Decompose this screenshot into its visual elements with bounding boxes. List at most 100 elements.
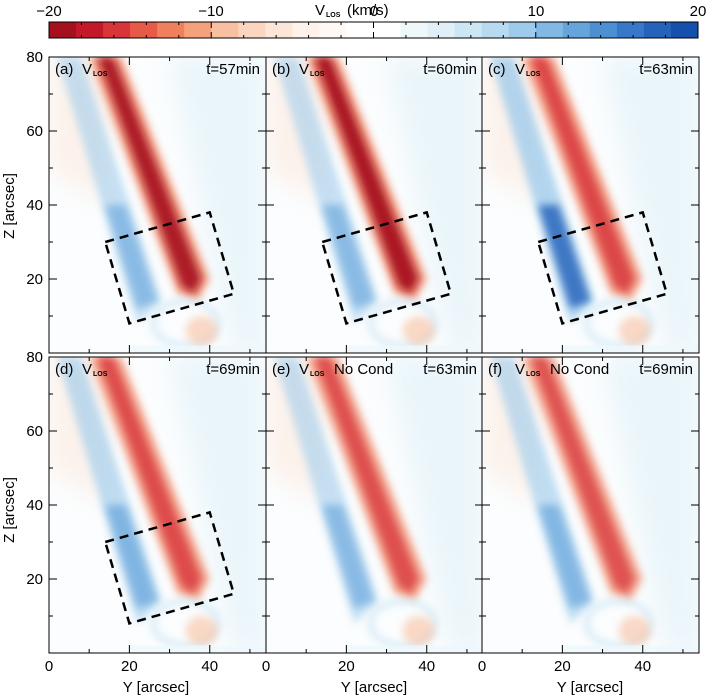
base-strip [346, 345, 483, 353]
blue-flow-core [322, 205, 375, 309]
y-tick-label: 40 [26, 197, 43, 214]
colorbar-bins [49, 22, 699, 38]
base-strip [562, 645, 699, 653]
colorbar-tick-label: −10 [198, 3, 223, 20]
y-tick-label: 60 [26, 123, 43, 140]
colorbar-bin [481, 22, 510, 38]
panel-quantity: V [299, 61, 309, 78]
panel-time: t=69min [206, 361, 260, 378]
colorbar-bin [373, 22, 402, 38]
colorbar-bin [211, 22, 239, 38]
loop-structure [402, 316, 435, 346]
panel-extra: No Cond [550, 361, 609, 378]
ambient-blue [602, 357, 699, 653]
panel-quantity-sub: LOS [310, 71, 325, 78]
panel-letter: (d) [55, 361, 73, 378]
panel-letter: (a) [55, 61, 73, 78]
panel-c: (c) V LOS t=63min [481, 56, 700, 354]
colorbar-bin [427, 22, 456, 38]
loop-structure [367, 298, 438, 349]
colorbar-tick-label: 10 [528, 3, 545, 20]
loop-structure [150, 298, 221, 349]
colorbar-bin [319, 22, 347, 38]
colorbar-title-sub: LOS [326, 12, 341, 19]
y-axis-title-bottom: Z [arcsec] [1, 477, 18, 543]
colorbar-bin [508, 22, 537, 38]
velocity-field [49, 357, 266, 653]
colorbar-bin [562, 22, 591, 38]
colorbar-bin [346, 22, 374, 38]
ambient-blue [169, 57, 266, 353]
y-axis-labels: Z [arcsec] Z [arcsec] [1, 173, 18, 543]
panel-quantity: V [82, 361, 92, 378]
colorbar-title-v: V [315, 2, 325, 19]
panel-a: 20 40 60 80 (a) V LOS t=57min [26, 49, 267, 354]
panel-time: t=69min [639, 361, 693, 378]
panel-time: t=60min [423, 61, 477, 78]
y-tick-label: 20 [26, 271, 43, 288]
blue-flow-core [105, 505, 158, 609]
panel-quantity-sub: LOS [93, 71, 108, 78]
region-box [320, 210, 453, 325]
blue-flow-core [105, 205, 158, 309]
velocity-field [482, 57, 699, 353]
velocity-field [266, 57, 483, 353]
panel-quantity: V [515, 361, 525, 378]
colorbar-ticks [48, 22, 699, 38]
colorbar-bin [292, 22, 320, 38]
blue-flow-core [538, 205, 591, 309]
panel-letter: (f) [488, 361, 502, 378]
panel-letter: (b) [272, 61, 290, 78]
colorbar: V LOS (km/s) −20 −10 0 10 20 [36, 2, 707, 39]
panel-time: t=63min [423, 361, 477, 378]
base-strip [129, 345, 266, 353]
region-box [103, 510, 236, 625]
velocity-field [266, 357, 483, 653]
colorbar-tick-label: 20 [690, 3, 707, 20]
x-tick-label: 20 [338, 658, 355, 675]
x-tick-label: 40 [418, 658, 435, 675]
x-axis-title-1: Y [arcsec] [123, 679, 189, 696]
loop-structure [185, 316, 218, 346]
x-axis-title-2: Y [arcsec] [341, 679, 407, 696]
colorbar-bin [238, 22, 266, 38]
panel-d: 20 40 60 80 0 20 40 (d) V LOS t=69min [26, 349, 267, 675]
base-strip [346, 645, 483, 653]
base-strip [562, 345, 699, 353]
x-axis-labels: Y [arcsec] Y [arcsec] Y [arcsec] [123, 679, 623, 696]
y-tick-label: 60 [26, 423, 43, 440]
colorbar-bin [49, 22, 77, 38]
colorbar-bin [616, 22, 645, 38]
panel-quantity-sub: LOS [310, 371, 325, 378]
blue-flow-core [322, 505, 375, 609]
y-axis-title-top: Z [arcsec] [1, 173, 18, 239]
region-box [536, 210, 669, 325]
panel-time: t=63min [639, 61, 693, 78]
ambient-blue [602, 57, 699, 353]
colorbar-bin [400, 22, 429, 38]
x-tick-label: 0 [262, 658, 270, 675]
colorbar-title-unit: (km/s) [347, 2, 389, 19]
colorbar-bin [589, 22, 618, 38]
loop-structure [618, 316, 651, 346]
loop-structure [185, 616, 218, 646]
velocity-field [49, 57, 266, 353]
panel-extra: No Cond [334, 361, 393, 378]
panel-quantity: V [515, 61, 525, 78]
panel-b: (b) V LOS t=60min [265, 56, 484, 354]
x-tick-label: 20 [121, 658, 138, 675]
colorbar-bin [265, 22, 293, 38]
panel-quantity: V [299, 361, 309, 378]
red-flow-core [97, 357, 202, 594]
x-tick-label: 40 [201, 658, 218, 675]
loop-structure [583, 298, 654, 349]
x-tick-label: 0 [478, 658, 486, 675]
panel-quantity: V [82, 61, 92, 78]
red-flow-core [314, 357, 419, 594]
x-tick-label: 20 [554, 658, 571, 675]
colorbar-bin [76, 22, 104, 38]
x-tick-label: 0 [45, 658, 53, 675]
y-tick-label: 80 [26, 349, 43, 366]
